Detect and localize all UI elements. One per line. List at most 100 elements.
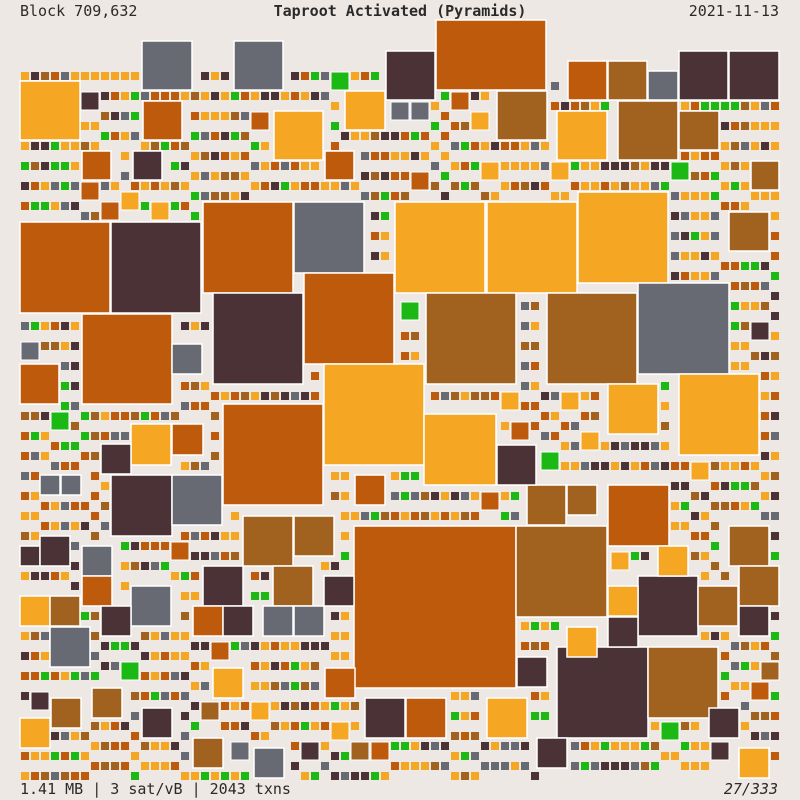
transaction-cell	[721, 462, 729, 470]
transaction-block	[141, 40, 193, 91]
transaction-cell	[691, 722, 699, 730]
transaction-cell	[371, 772, 379, 780]
transaction-cell	[121, 132, 129, 140]
transaction-cell	[681, 762, 689, 770]
transaction-cell	[91, 512, 99, 520]
transaction-cell	[521, 182, 529, 190]
transaction-cell	[721, 182, 729, 190]
transaction-cell	[221, 152, 229, 160]
transaction-cell	[721, 102, 729, 110]
transaction-cell	[711, 102, 719, 110]
transaction-cell	[471, 712, 479, 720]
transaction-cell	[521, 642, 529, 650]
transaction-cell	[21, 142, 29, 150]
transaction-cell	[751, 102, 759, 110]
transaction-cell	[731, 262, 739, 270]
transaction-cell	[141, 632, 149, 640]
transaction-cell	[361, 152, 369, 160]
transaction-cell	[120, 191, 140, 211]
transaction-block	[647, 70, 679, 101]
transaction-cell	[121, 562, 129, 570]
transaction-cell	[121, 542, 129, 550]
transaction-cell	[291, 92, 299, 100]
transaction-block	[516, 656, 548, 688]
transaction-cell	[61, 72, 69, 80]
transaction-cell	[691, 252, 699, 260]
transaction-cell	[111, 662, 119, 670]
transaction-cell	[161, 92, 169, 100]
transaction-cell	[751, 482, 759, 490]
transaction-cell	[191, 642, 199, 650]
transaction-cell	[771, 452, 779, 460]
transaction-cell	[281, 682, 289, 690]
transaction-cell	[161, 742, 169, 750]
transaction-cell	[431, 512, 439, 520]
transaction-cell	[771, 472, 779, 480]
transaction-cell	[61, 382, 69, 390]
transaction-cell	[121, 742, 129, 750]
transaction-cell	[291, 742, 299, 750]
transaction-cell	[41, 652, 49, 660]
transaction-cell	[731, 202, 739, 210]
transaction-cell	[711, 562, 719, 570]
transaction-cell	[211, 72, 219, 80]
transaction-cell	[201, 462, 209, 470]
transaction-cell	[151, 92, 159, 100]
transaction-cell	[341, 752, 349, 760]
transaction-cell	[121, 582, 129, 590]
transaction-block	[697, 585, 739, 627]
transaction-cell	[211, 172, 219, 180]
transaction-cell	[131, 772, 139, 780]
transaction-cell	[471, 512, 479, 520]
transaction-cell	[71, 362, 79, 370]
transaction-block	[81, 545, 113, 577]
transaction-cell	[641, 442, 649, 450]
transaction-cell	[441, 392, 449, 400]
transaction-cell	[201, 402, 209, 410]
transaction-cell	[51, 162, 59, 170]
transaction-cell	[41, 452, 49, 460]
transaction-cell	[601, 102, 609, 110]
transaction-cell	[771, 102, 779, 110]
transaction-cell	[401, 472, 409, 480]
transaction-cell	[771, 372, 779, 380]
transaction-cell	[451, 492, 459, 500]
transaction-cell	[321, 92, 329, 100]
transaction-cell	[331, 472, 339, 480]
transaction-cell	[441, 112, 449, 120]
transaction-cell	[691, 192, 699, 200]
transaction-cell	[411, 492, 419, 500]
transaction-cell	[371, 192, 379, 200]
transaction-cell	[501, 492, 509, 500]
transaction-cell	[391, 472, 399, 480]
transaction-cell	[761, 122, 769, 130]
transaction-cell	[351, 702, 359, 710]
transaction-cell	[181, 92, 189, 100]
transaction-cell	[621, 162, 629, 170]
transaction-cell	[351, 182, 359, 190]
transaction-cell	[221, 772, 229, 780]
transaction-block	[132, 150, 163, 181]
transaction-cell	[21, 652, 29, 660]
transaction-cell	[511, 142, 519, 150]
transaction-cell	[761, 732, 769, 740]
transaction-block	[110, 221, 202, 314]
transaction-cell	[181, 672, 189, 680]
transaction-block	[607, 616, 639, 648]
transaction-cell	[101, 522, 109, 530]
transaction-cell	[631, 462, 639, 470]
transaction-cell	[441, 742, 449, 750]
transaction-cell	[261, 732, 269, 740]
transaction-cell	[20, 341, 40, 361]
transaction-cell	[101, 112, 109, 120]
transaction-cell	[81, 752, 89, 760]
transaction-cell	[741, 722, 749, 730]
transaction-cell	[431, 102, 439, 110]
transaction-cell	[81, 122, 89, 130]
transaction-cell	[161, 142, 169, 150]
transaction-cell	[611, 462, 619, 470]
transaction-cell	[731, 142, 739, 150]
transaction-cell	[671, 522, 679, 530]
transaction-cell	[431, 182, 439, 190]
transaction-cell	[581, 102, 589, 110]
